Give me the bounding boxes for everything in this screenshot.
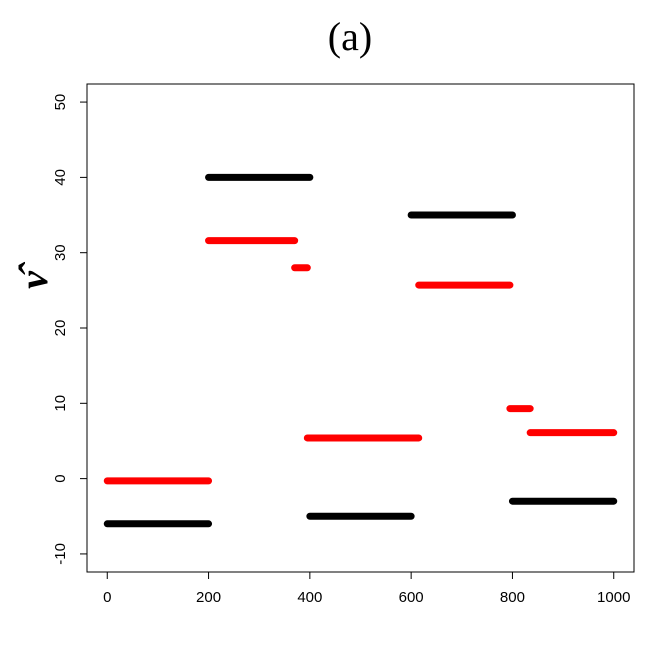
x-tick-label: 400 xyxy=(297,589,322,606)
y-tick-label: 20 xyxy=(52,320,69,337)
segment-series xyxy=(103,173,618,528)
x-tick-label: 1000 xyxy=(597,589,630,606)
y-axis-label: ν̂ xyxy=(11,261,56,289)
y-tick-label: 10 xyxy=(52,395,69,412)
y-tick-label: 40 xyxy=(52,169,69,186)
y-tick-label: 30 xyxy=(52,244,69,261)
segment-series xyxy=(103,237,618,485)
y-tick-label: 50 xyxy=(52,94,69,111)
y-tick-label: -10 xyxy=(52,543,69,565)
y-tick-label: 0 xyxy=(52,474,69,482)
x-tick-label: 600 xyxy=(399,589,424,606)
x-tick-label: 0 xyxy=(103,589,111,606)
x-tick-label: 200 xyxy=(196,589,221,606)
chart-title: (a) xyxy=(328,14,372,59)
x-tick-label: 800 xyxy=(500,589,525,606)
